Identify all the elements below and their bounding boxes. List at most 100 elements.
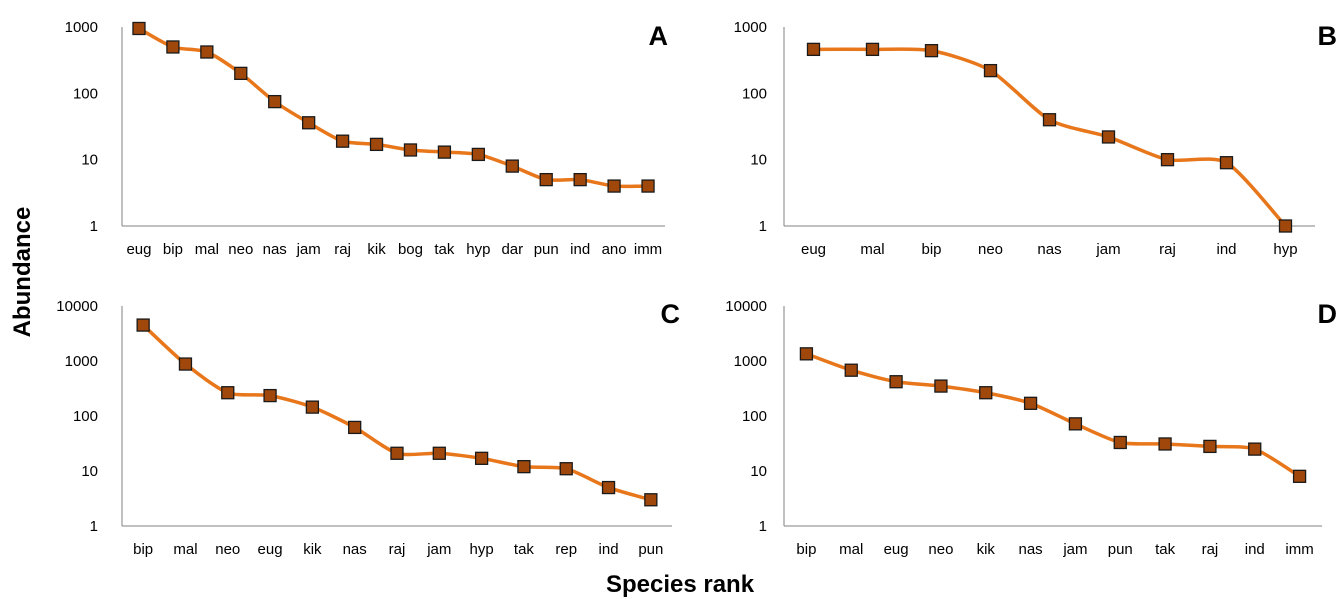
x-tick-label-a: jam — [296, 241, 321, 258]
x-tick-label-a: ind — [570, 241, 590, 258]
x-tick-label-c: jam — [426, 541, 451, 558]
x-tick-label-c: neo — [215, 541, 240, 558]
data-point-d — [1248, 442, 1262, 456]
x-tick-label-b: ind — [1216, 241, 1236, 258]
x-tick-label-b: neo — [978, 241, 1003, 258]
x-tick-label-a: pun — [534, 241, 559, 258]
x-tick-label-b: jam — [1095, 241, 1120, 258]
data-point-c — [348, 420, 362, 435]
data-point-b — [924, 44, 939, 58]
x-tick-label-a: dar — [501, 241, 523, 258]
panel-d: 1 10 100 1000 10000 bip mal eug neo kik nas jam pun t… — [725, 298, 1337, 558]
series-line-b — [811, 47, 1288, 228]
data-point-d — [1068, 417, 1083, 431]
data-point-d — [1023, 396, 1038, 410]
data-point-a — [403, 143, 418, 157]
panel-label-a: A — [649, 21, 669, 51]
x-tick-label-d: nas — [1018, 541, 1042, 558]
data-point-d — [889, 375, 903, 389]
data-point-b — [1042, 113, 1057, 127]
y-tick-label-b: 1000 — [734, 19, 767, 36]
data-point-d — [1158, 437, 1172, 451]
data-point-c — [136, 318, 150, 332]
data-point-b — [1219, 156, 1234, 170]
y-tick-label-d: 1 — [759, 518, 767, 535]
y-tick-label-d: 10000 — [725, 298, 767, 315]
data-point-b — [1101, 130, 1116, 144]
x-tick-label-a: raj — [334, 241, 351, 258]
data-point-d — [934, 379, 948, 393]
data-point-a — [166, 40, 180, 54]
x-tick-label-c: eug — [258, 541, 283, 558]
x-tick-label-b: raj — [1159, 241, 1176, 258]
y-tick-label-c: 10 — [81, 463, 98, 480]
y-tick-label-c: 1 — [90, 518, 98, 535]
panel-label-d: D — [1318, 299, 1338, 329]
data-point-b — [1278, 219, 1293, 233]
y-tick-label-d: 1000 — [734, 353, 767, 370]
x-tick-label-c: hyp — [470, 541, 494, 558]
x-tick-label-a: bip — [163, 241, 183, 258]
series-line-c — [141, 323, 653, 502]
data-point-b — [1160, 153, 1175, 167]
x-tick-label-c: ind — [599, 541, 619, 558]
x-tick-label-a: imm — [634, 241, 662, 258]
x-tick-label-d: jam — [1062, 541, 1087, 558]
x-tick-label-c: raj — [389, 541, 406, 558]
y-tick-label-a: 10 — [81, 152, 98, 169]
x-tick-label-c: bip — [133, 541, 153, 558]
x-tick-label-a: eug — [126, 241, 151, 258]
x-tick-label-c: kik — [303, 541, 322, 558]
data-point-d — [844, 363, 858, 377]
data-point-a — [369, 137, 384, 152]
y-tick-label-c: 100 — [73, 408, 98, 425]
data-point-c — [432, 446, 446, 460]
x-axis-title: Species rank — [606, 571, 755, 598]
data-point-a — [471, 147, 485, 162]
y-tick-label-d: 10 — [750, 463, 767, 480]
data-point-a — [437, 145, 452, 159]
x-tick-label-b: eug — [801, 241, 826, 258]
x-tick-label-c: nas — [343, 541, 367, 558]
data-point-a — [268, 94, 282, 109]
data-point-b — [806, 42, 821, 57]
data-point-a — [505, 159, 519, 173]
data-point-c — [221, 386, 235, 400]
x-tick-label-c: tak — [514, 541, 535, 558]
x-tick-label-a: neo — [228, 241, 253, 258]
panel-label-b: B — [1318, 21, 1338, 51]
x-tick-label-c: mal — [173, 541, 197, 558]
y-tick-label-a: 1000 — [65, 19, 98, 36]
data-point-b — [983, 63, 998, 78]
x-tick-label-d: raj — [1202, 541, 1219, 558]
x-tick-label-b: mal — [860, 241, 884, 258]
data-point-a — [641, 179, 655, 193]
series-line-d — [804, 352, 1302, 479]
data-point-a — [573, 172, 587, 187]
data-point-c — [178, 357, 193, 371]
x-tick-label-a: hyp — [466, 241, 490, 258]
data-point-a — [234, 66, 248, 81]
x-tick-label-d: eug — [884, 541, 909, 558]
data-point-b — [865, 42, 880, 57]
x-tick-label-b: bip — [921, 241, 941, 258]
panel-label-c: C — [661, 299, 681, 329]
x-tick-label-a: bog — [398, 241, 423, 258]
x-tick-label-d: mal — [839, 541, 863, 558]
x-tick-label-a: nas — [263, 241, 287, 258]
data-point-a — [200, 45, 214, 59]
x-tick-label-b: hyp — [1273, 241, 1297, 258]
y-tick-label-b: 100 — [742, 85, 767, 102]
y-tick-label-a: 1 — [90, 218, 98, 235]
x-tick-label-d: tak — [1155, 541, 1176, 558]
y-tick-label-b: 1 — [759, 218, 767, 235]
panel-c: 1 10 100 1000 10000 bip mal neo eug kik nas raj jam h… — [56, 298, 680, 558]
data-point-c — [305, 400, 320, 414]
x-tick-label-d: ind — [1245, 541, 1265, 558]
data-point-d — [979, 386, 993, 400]
y-tick-label-c: 1000 — [65, 353, 98, 370]
data-point-c — [390, 446, 404, 460]
data-point-d — [799, 347, 814, 361]
x-tick-label-a: kik — [367, 241, 386, 258]
